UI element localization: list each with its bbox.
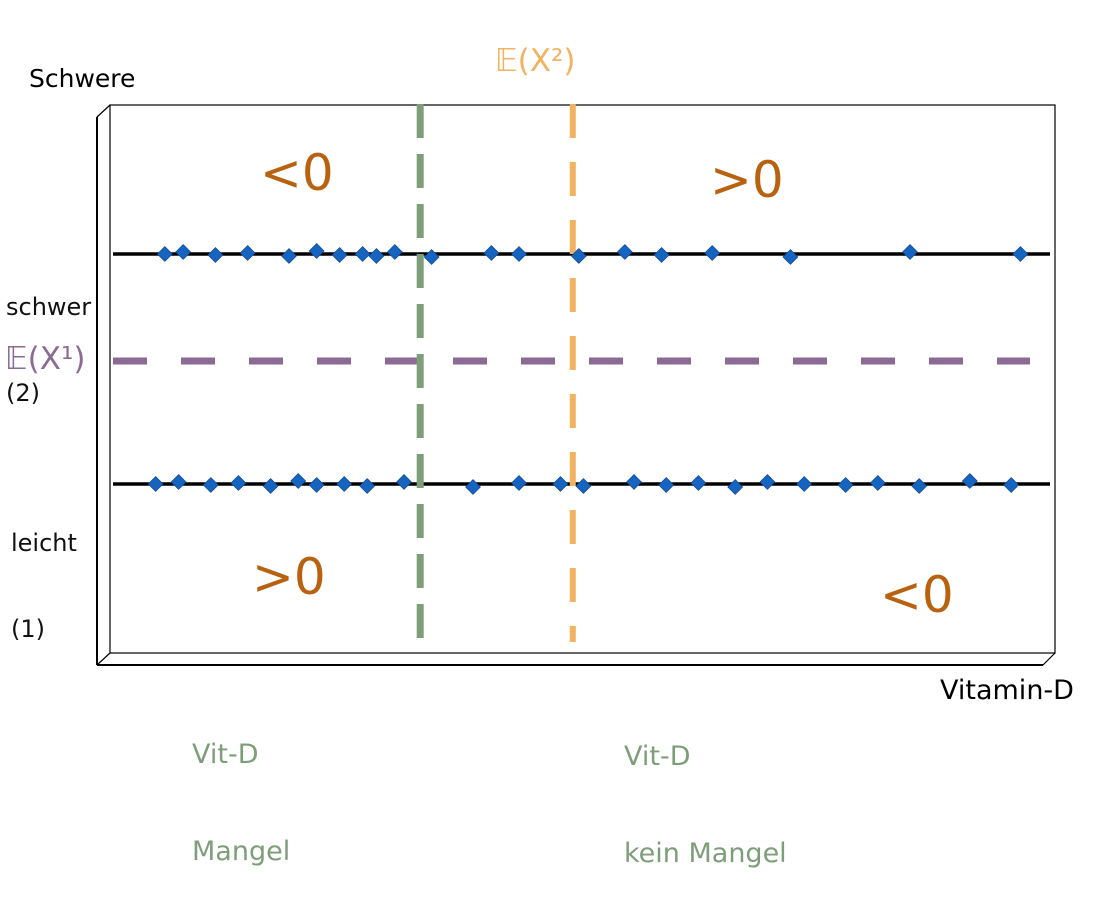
data-points bbox=[147, 243, 1029, 495]
y-level-label-line: (1) bbox=[11, 614, 45, 643]
data-point bbox=[626, 474, 642, 490]
data-point bbox=[1012, 246, 1029, 262]
data-point bbox=[308, 477, 325, 493]
y-level-label-schwer: schwer (2) bbox=[6, 235, 91, 437]
data-point bbox=[727, 479, 744, 495]
y-axis-title: Schwere bbox=[29, 64, 136, 93]
diagram-canvas bbox=[96, 104, 1056, 666]
data-point bbox=[782, 249, 799, 265]
quadrant-top-left: <0 bbox=[260, 144, 334, 202]
region-label-line: kein Mangel bbox=[624, 837, 787, 869]
level-lines bbox=[113, 252, 1050, 486]
data-point bbox=[704, 245, 721, 261]
data-point bbox=[202, 477, 219, 493]
data-point bbox=[262, 478, 279, 494]
data-point bbox=[368, 248, 385, 264]
region-label-line: Vit-D bbox=[624, 740, 691, 772]
x-axis-title: Vitamin-D bbox=[940, 675, 1074, 706]
axes-frame bbox=[96, 104, 1056, 666]
data-point bbox=[156, 246, 173, 262]
data-point bbox=[653, 247, 670, 263]
data-point bbox=[386, 244, 403, 260]
axis-corner-bottom bbox=[96, 652, 111, 666]
region-label-mangel: Vit-D Mangel bbox=[192, 674, 290, 901]
axis-corner-right bbox=[1042, 652, 1056, 666]
y-level-label-line: leicht bbox=[11, 528, 77, 557]
data-point bbox=[230, 475, 247, 491]
mean-x1-label: 𝔼(X¹) bbox=[5, 341, 86, 377]
data-point bbox=[690, 475, 707, 491]
mean-x2-label: 𝔼(X²) bbox=[495, 43, 576, 79]
region-label-kein-mangel: Vit-D kein Mangel bbox=[624, 676, 787, 903]
region-label-line: Mangel bbox=[192, 835, 291, 867]
data-point bbox=[869, 475, 886, 491]
reference-lines bbox=[113, 104, 1030, 652]
data-point bbox=[336, 476, 353, 492]
data-point bbox=[465, 479, 481, 495]
axis-corner-top bbox=[96, 104, 111, 118]
data-point bbox=[423, 249, 440, 265]
data-point bbox=[911, 478, 928, 494]
region-label-line: Vit-D bbox=[192, 738, 259, 770]
data-point bbox=[552, 476, 569, 492]
data-point bbox=[759, 474, 776, 490]
data-point bbox=[175, 244, 192, 260]
plot-border bbox=[109, 104, 1056, 654]
data-point bbox=[570, 248, 587, 264]
data-point bbox=[170, 474, 187, 490]
data-point bbox=[658, 477, 675, 493]
data-point bbox=[483, 245, 500, 261]
data-point bbox=[308, 243, 325, 259]
y-level-label-leicht: leicht (1) bbox=[11, 471, 77, 673]
data-point bbox=[354, 246, 371, 262]
data-point bbox=[1003, 477, 1020, 493]
data-point bbox=[511, 246, 527, 262]
data-point bbox=[207, 247, 224, 263]
data-point bbox=[616, 244, 633, 260]
quadrant-bottom-right: <0 bbox=[880, 566, 954, 624]
data-point bbox=[575, 478, 592, 494]
data-point bbox=[902, 244, 918, 260]
data-point bbox=[396, 474, 412, 490]
data-point bbox=[359, 478, 376, 494]
quadrant-top-right: >0 bbox=[710, 151, 784, 209]
y-level-label-line: (2) bbox=[6, 378, 40, 407]
data-point bbox=[331, 247, 348, 263]
data-point bbox=[796, 476, 813, 492]
data-point bbox=[281, 248, 297, 264]
data-point bbox=[511, 475, 527, 491]
quadrant-bottom-left: >0 bbox=[252, 548, 326, 606]
y-level-label-line: schwer bbox=[6, 292, 92, 321]
data-point bbox=[837, 477, 854, 493]
data-point bbox=[147, 476, 164, 492]
data-point bbox=[961, 473, 978, 489]
data-point bbox=[290, 473, 307, 489]
data-point bbox=[239, 245, 256, 261]
